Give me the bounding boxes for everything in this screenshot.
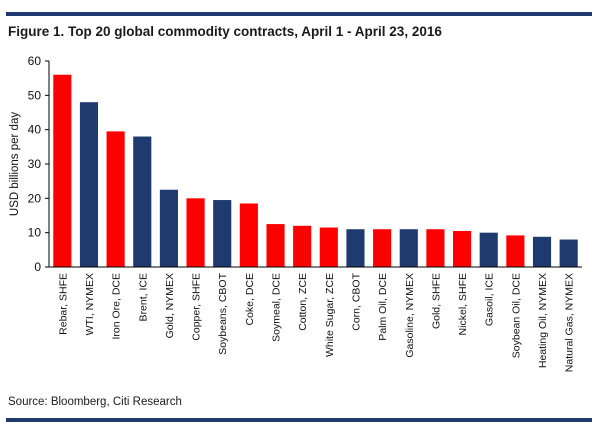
x-tick-label-5: Copper, SHFE <box>191 273 203 341</box>
bar-1 <box>79 102 99 267</box>
bar-12 <box>373 229 392 267</box>
bar-16 <box>479 232 498 267</box>
y-tick-label-4: 40 <box>28 123 42 137</box>
x-tick-label-16: Gasoil, ICE <box>484 273 496 326</box>
x-tick-label-10: White Sugar, ZCE <box>324 273 336 357</box>
bar-14 <box>426 229 445 267</box>
y-axis-label: USD billions per day <box>9 112 21 216</box>
x-tick-label-19: Natural Gas, NYMEX <box>564 273 576 372</box>
x-tick-label-7: Coke, DCE <box>244 273 256 326</box>
bar-6 <box>213 200 232 267</box>
bar-17 <box>506 235 525 267</box>
x-tick-label-2: Iron Ore, DCE <box>111 273 123 340</box>
bar-19 <box>559 239 578 267</box>
y-tick-label-1: 10 <box>28 226 42 240</box>
bar-4 <box>159 189 178 267</box>
top-rule <box>6 12 592 16</box>
x-tick-label-4: Gold, NYMEX <box>164 273 176 338</box>
x-tick-label-12: Palm Oil, DCE <box>377 273 389 341</box>
bar-5 <box>186 198 205 267</box>
y-tick-label-2: 20 <box>28 191 42 205</box>
bar-15 <box>453 230 472 267</box>
x-tick-label-6: Soybeans, CBOT <box>217 272 229 354</box>
bar-7 <box>239 203 258 267</box>
bottom-rule <box>6 418 592 422</box>
figure-title: Figure 1. Top 20 global commodity contra… <box>8 24 442 39</box>
x-tick-label-11: Corn, CBOT <box>350 272 362 330</box>
x-tick-label-3: Brent, ICE <box>137 273 149 321</box>
y-axis-ticks: 0 10 20 30 40 50 60 <box>28 54 49 274</box>
y-tick-label-6: 60 <box>28 54 42 68</box>
bar-18 <box>532 236 552 267</box>
x-tick-label-13: Gasoline, NYMEX <box>404 273 416 358</box>
bar-2 <box>106 131 125 267</box>
y-tick-label-5: 50 <box>28 88 42 102</box>
y-tick-label-3: 30 <box>28 157 42 171</box>
x-tick-label-9: Cotton, ZCE <box>297 273 309 331</box>
source-note: Source: Bloomberg, Citi Research <box>8 396 182 408</box>
x-axis-ticks: Rebar, SHFE WTI, NYMEX Iron Ore, DCE Brent,… <box>57 272 575 372</box>
bar-0 <box>53 74 72 267</box>
x-tick-label-15: Nickel, SHFE <box>457 273 469 335</box>
x-tick-label-14: Gold, SHFE <box>430 273 442 329</box>
bar-3 <box>133 136 152 267</box>
bar-9 <box>293 225 312 267</box>
bar-11 <box>346 229 365 267</box>
bar-10 <box>319 227 338 267</box>
x-tick-label-17: Soybean Oil, DCE <box>510 273 522 358</box>
x-tick-label-0: Rebar, SHFE <box>57 273 69 335</box>
bar-8 <box>266 224 285 267</box>
x-tick-label-1: WTI, NYMEX <box>84 273 96 335</box>
x-tick-label-8: Soymeal, DCE <box>271 273 283 342</box>
y-tick-label-0: 0 <box>34 260 41 274</box>
x-tick-label-18: Heating Oil, NYMEX <box>537 273 549 368</box>
bar-13 <box>399 229 418 267</box>
bars-group <box>53 74 578 267</box>
